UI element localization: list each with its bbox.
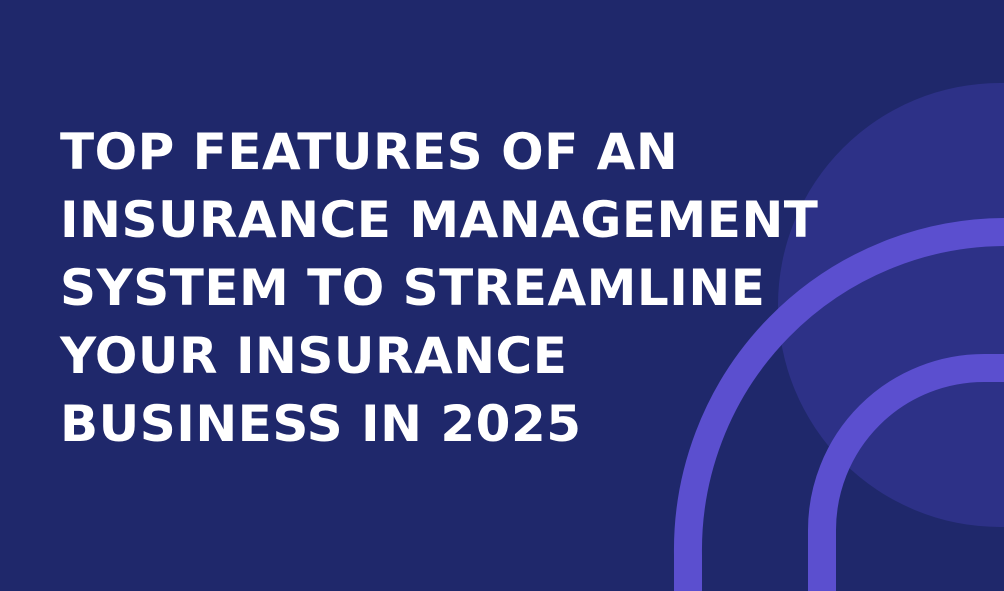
outer-arc (673, 218, 1004, 591)
headline-line-2: INSURANCE MANAGEMENT (60, 191, 819, 249)
inner-arc (808, 354, 1004, 591)
background-circle (778, 83, 1004, 527)
headline-line-5: BUSINESS IN 2025 (60, 395, 582, 453)
headline-line-3: SYSTEM TO STREAMLINE (60, 259, 766, 317)
headline-line-4: YOUR INSURANCE (60, 327, 568, 385)
headline: TOP FEATURES OF AN INSURANCE MANAGEMENT … (60, 118, 820, 458)
headline-line-1: TOP FEATURES OF AN (60, 123, 679, 181)
